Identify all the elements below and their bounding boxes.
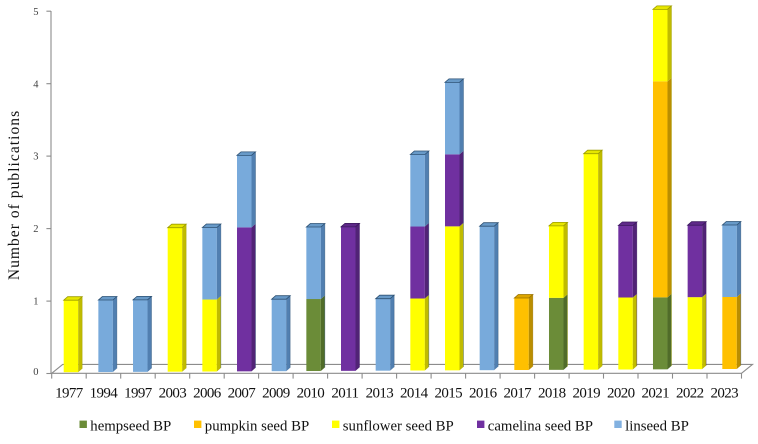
svg-text:2: 2 — [33, 224, 38, 235]
svg-text:2023: 2023 — [710, 386, 738, 402]
svg-text:2019: 2019 — [572, 386, 600, 402]
svg-text:1: 1 — [33, 297, 38, 308]
svg-text:pumpkin seed BP: pumpkin seed BP — [205, 419, 309, 435]
svg-text:1977: 1977 — [55, 386, 84, 402]
svg-text:linseed BP: linseed BP — [625, 419, 689, 435]
svg-text:0: 0 — [33, 367, 38, 378]
svg-text:3: 3 — [33, 152, 38, 163]
svg-text:1994: 1994 — [90, 386, 119, 402]
svg-text:2017: 2017 — [503, 386, 532, 402]
svg-text:2007: 2007 — [228, 386, 257, 402]
svg-text:2006: 2006 — [193, 386, 222, 402]
svg-text:2014: 2014 — [400, 386, 429, 402]
svg-text:Number of publications: Number of publications — [6, 110, 23, 280]
svg-text:hempseed BP: hempseed BP — [90, 419, 171, 435]
svg-text:4: 4 — [33, 79, 39, 90]
svg-text:2003: 2003 — [159, 386, 187, 402]
svg-text:2020: 2020 — [607, 386, 635, 402]
svg-text:2013: 2013 — [366, 386, 394, 402]
svg-text:2018: 2018 — [538, 386, 566, 402]
svg-text:2011: 2011 — [331, 386, 358, 402]
svg-text:2015: 2015 — [434, 386, 462, 402]
svg-text:2016: 2016 — [469, 386, 498, 402]
svg-text:camelina seed BP: camelina seed BP — [488, 419, 593, 435]
svg-text:2009: 2009 — [262, 386, 290, 402]
svg-text:sunflower seed BP: sunflower seed BP — [343, 419, 454, 435]
svg-text:5: 5 — [33, 7, 38, 18]
svg-text:2022: 2022 — [676, 386, 704, 402]
svg-text:1997: 1997 — [124, 386, 153, 402]
svg-text:2010: 2010 — [297, 386, 325, 402]
svg-text:2021: 2021 — [641, 386, 669, 402]
